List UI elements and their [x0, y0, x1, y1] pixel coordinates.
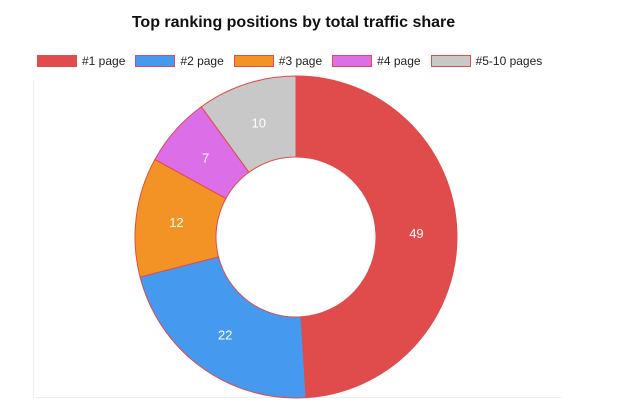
legend-label-3: #3 page — [278, 54, 323, 68]
legend-label-2: #2 page — [180, 54, 224, 68]
legend-swatch-5 — [430, 55, 471, 67]
doughnut-slice-2[interactable] — [139, 256, 307, 399]
legend-swatch-3 — [233, 55, 274, 67]
plot-frame-left — [33, 80, 34, 398]
legend-item-5[interactable]: #5-10 pages — [430, 54, 543, 68]
slice-value-label-2: 22 — [218, 327, 232, 342]
legend-item-1[interactable]: #1 page — [37, 54, 125, 68]
slice-value-label-5: 10 — [252, 115, 266, 130]
slice-value-label-4: 7 — [202, 150, 209, 165]
slice-value-label-3: 12 — [169, 215, 183, 230]
chart-legend: #1 page #2 page #3 page #4 page #5-10 pa… — [37, 52, 542, 70]
legend-swatch-4 — [332, 55, 373, 67]
doughnut-slice-5[interactable] — [200, 75, 297, 173]
legend-item-2[interactable]: #2 page — [135, 54, 224, 68]
legend-item-4[interactable]: #4 page — [332, 54, 421, 68]
legend-label-4: #4 page — [377, 54, 421, 68]
chart-title: Top ranking positions by total traffic s… — [131, 14, 456, 31]
slice-value-label-1: 49 — [409, 226, 423, 241]
doughnut-slice-1[interactable] — [295, 75, 458, 399]
legend-swatch-2 — [135, 55, 176, 67]
legend-item-3[interactable]: #3 page — [233, 54, 323, 68]
legend-swatch-1 — [37, 55, 77, 67]
legend-label-5: #5-10 pages — [475, 54, 543, 68]
legend-label-1: #1 page — [82, 54, 126, 68]
